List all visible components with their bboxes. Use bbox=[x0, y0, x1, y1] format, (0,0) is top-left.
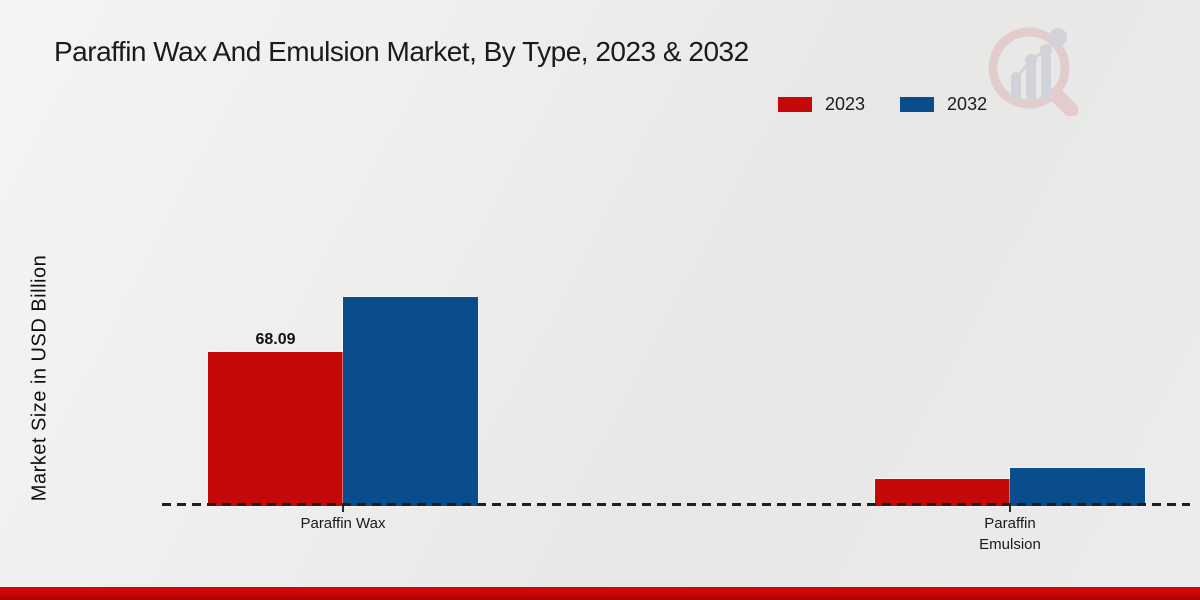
bar-2023-paraffin-emulsion bbox=[875, 479, 1010, 506]
legend-item-2032: 2032 bbox=[900, 94, 987, 115]
legend-swatch-2023 bbox=[778, 97, 812, 112]
x-category-label-paraffin-wax: Paraffin Wax bbox=[300, 515, 386, 532]
bar-value-label-2023-paraffin-wax: 68.09 bbox=[255, 331, 296, 349]
legend-swatch-2032 bbox=[900, 97, 935, 112]
bar-2032-paraffin-wax bbox=[343, 297, 478, 506]
legend: 2023 2032 bbox=[778, 94, 987, 115]
legend-item-2023: 2023 bbox=[778, 94, 865, 115]
x-axis-tick-paraffin-wax bbox=[342, 506, 344, 512]
legend-label-2023: 2023 bbox=[825, 94, 866, 114]
x-category-label-paraffin-emulsion: Paraffin Emulsion bbox=[979, 515, 1041, 553]
magnifier-bar-chart-logo-icon bbox=[988, 27, 1079, 116]
chart-title: Paraffin Wax And Emulsion Market, By Typ… bbox=[54, 36, 749, 67]
bar-2032-paraffin-emulsion bbox=[1010, 468, 1145, 506]
bar-2023-paraffin-wax bbox=[208, 352, 343, 506]
x-axis-tick-paraffin-emulsion bbox=[1009, 506, 1011, 512]
x-axis-baseline bbox=[162, 503, 1190, 506]
bottom-red-band bbox=[0, 587, 1200, 600]
legend-label-2032: 2032 bbox=[947, 94, 988, 114]
